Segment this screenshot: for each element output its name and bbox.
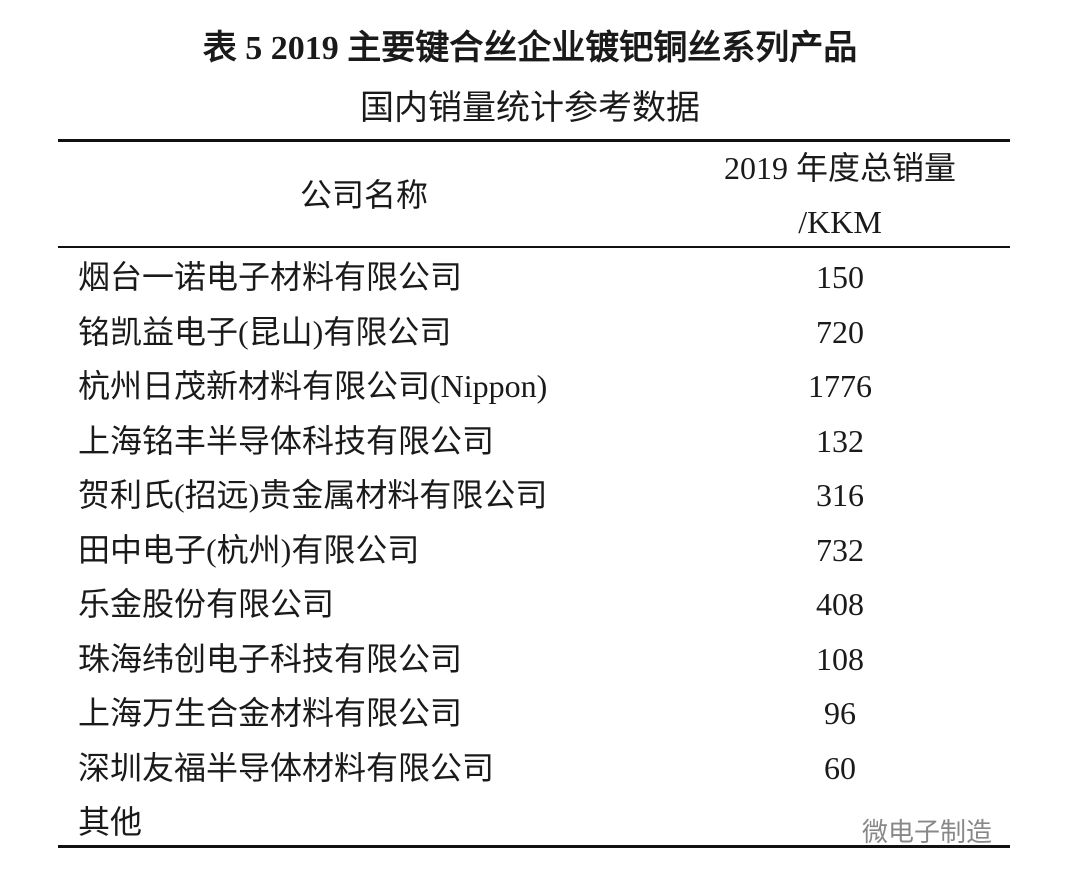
sales-value: 108 xyxy=(816,640,864,677)
sales-value: 720 xyxy=(816,313,864,350)
title: 表 5 2019 主要键合丝企业镀钯铜丝系列产品 xyxy=(202,30,858,67)
header-cell: 公司名称 xyxy=(300,177,429,213)
header-cell: /KKM xyxy=(798,204,882,240)
company-name: 珠海纬创电子科技有限公司 xyxy=(78,640,463,677)
bottom-rule xyxy=(58,845,1010,848)
watermark: 微电子制造 xyxy=(862,818,993,848)
company-name: 贺利氏(招远)贵金属材料有限公司 xyxy=(78,477,548,513)
company-name: 深圳友福半导体材料有限公司 xyxy=(78,749,495,786)
sales-value: 96 xyxy=(824,695,856,731)
company-name: 铭凯益电子(昆山)有限公司 xyxy=(78,313,452,350)
top-rule xyxy=(58,139,1010,142)
company-name: 乐金股份有限公司 xyxy=(78,586,335,622)
subtitle: 国内销量统计参考数据 xyxy=(360,90,700,127)
sales-value: 408 xyxy=(816,586,864,622)
sales-value: 132 xyxy=(816,422,864,459)
header-cell: 2019 年度总销量 xyxy=(723,150,956,186)
company-name: 上海万生合金材料有限公司 xyxy=(78,695,463,731)
sales-value: 732 xyxy=(816,531,864,568)
sales-value: 316 xyxy=(816,477,864,513)
sales-value: 60 xyxy=(824,749,856,786)
company-name: 其他 xyxy=(78,804,143,840)
sales-value: 1776 xyxy=(808,368,872,404)
company-name: 上海铭丰半导体科技有限公司 xyxy=(78,422,495,459)
company-name: 烟台一诺电子材料有限公司 xyxy=(78,259,463,295)
company-name: 田中电子(杭州)有限公司 xyxy=(78,531,420,568)
header-rule xyxy=(58,246,1010,248)
company-name: 杭州日茂新材料有限公司(Nippon) xyxy=(78,368,548,404)
sales-value: 150 xyxy=(816,259,864,295)
